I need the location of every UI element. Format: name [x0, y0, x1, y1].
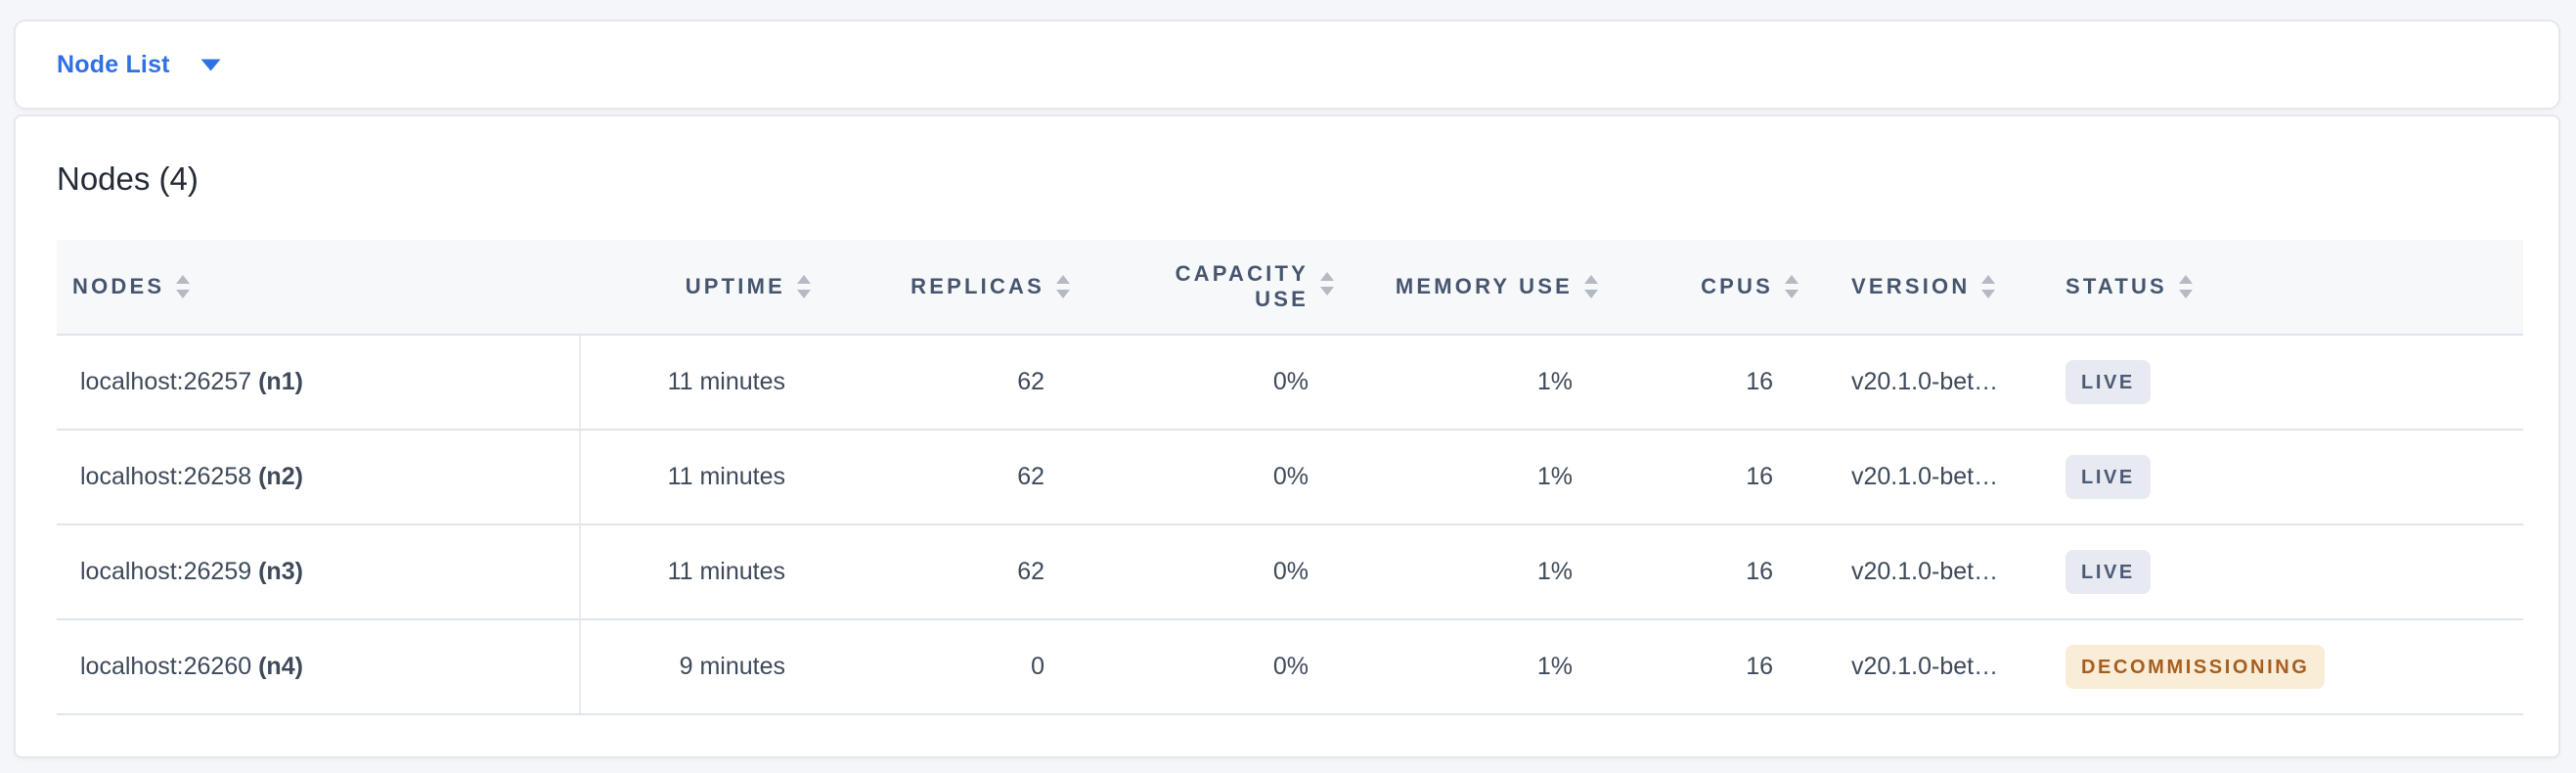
column-label: CPUS	[1701, 274, 1773, 298]
replicas-cell: 62	[828, 430, 1088, 525]
view-selector-bar: Node List	[14, 20, 2560, 110]
nodes-table: NODES UPTIME REPLICAS CAPACITY USE MEMORY US…	[57, 240, 2523, 715]
nodes-card: Nodes (4) NODES UPTIME REPLICAS CAPACITY US…	[14, 114, 2560, 758]
sort-icon[interactable]	[2177, 272, 2195, 301]
capacity-use-cell: 0%	[1088, 335, 1352, 431]
cpus-cell: 16	[1616, 619, 1816, 715]
replicas-cell: 62	[828, 335, 1088, 431]
table-row[interactable]: localhost:26260 (n4) 9 minutes 0 0% 1% 16 v20.…	[57, 619, 2523, 715]
sort-icon[interactable]	[1318, 269, 1336, 298]
view-selector-label: Node List	[57, 50, 170, 78]
cpus-cell: 16	[1616, 335, 1816, 431]
column-header-memory_use[interactable]: MEMORY USE	[1352, 240, 1616, 336]
column-label: STATUS	[2065, 274, 2167, 298]
uptime-cell: 9 minutes	[580, 619, 828, 715]
sort-icon[interactable]	[174, 272, 192, 301]
column-label: VERSION	[1851, 274, 1971, 298]
node-address[interactable]: localhost:26258	[80, 463, 252, 490]
node-address[interactable]: localhost:26257	[80, 368, 252, 395]
column-label: CAPACITY USE	[1175, 261, 1309, 311]
node-id: (n1)	[258, 368, 303, 395]
sort-icon[interactable]	[1783, 272, 1800, 301]
column-header-nodes[interactable]: NODES	[57, 240, 580, 336]
status-badge: LIVE	[2065, 550, 2151, 594]
memory-use-cell: 1%	[1352, 524, 1616, 620]
capacity-use-cell: 0%	[1088, 524, 1352, 620]
column-header-capacity_use[interactable]: CAPACITY USE	[1088, 240, 1352, 336]
column-header-uptime[interactable]: UPTIME	[580, 240, 828, 336]
page-title: Nodes (4)	[57, 160, 199, 197]
capacity-use-cell: 0%	[1088, 430, 1352, 525]
memory-use-cell: 1%	[1352, 335, 1616, 431]
column-label: NODES	[72, 274, 165, 298]
node-id: (n4)	[258, 653, 303, 680]
column-header-cpus[interactable]: CPUS	[1616, 240, 1816, 336]
replicas-cell: 62	[828, 524, 1088, 620]
node-id: (n2)	[258, 463, 303, 490]
view-selector-dropdown[interactable]: Node List	[57, 51, 222, 79]
replicas-cell: 0	[828, 619, 1088, 715]
uptime-cell: 11 minutes	[580, 335, 828, 431]
table-row[interactable]: localhost:26258 (n2) 11 minutes 62 0% 1% 16 v2…	[57, 430, 2523, 525]
cpus-cell: 16	[1616, 524, 1816, 620]
column-label: UPTIME	[685, 274, 785, 298]
sort-icon[interactable]	[1054, 272, 1072, 301]
table-row[interactable]: localhost:26259 (n3) 11 minutes 62 0% 1% 16 v2…	[57, 524, 2523, 620]
version-cell: v20.1.0-bet…	[1816, 619, 2026, 715]
node-address[interactable]: localhost:26260	[80, 653, 252, 680]
version-cell: v20.1.0-bet…	[1816, 430, 2026, 525]
status-badge: DECOMMISSIONING	[2065, 645, 2326, 689]
column-label: MEMORY USE	[1395, 274, 1573, 298]
uptime-cell: 11 minutes	[580, 430, 828, 525]
sort-icon[interactable]	[1979, 272, 1997, 301]
version-cell: v20.1.0-bet…	[1816, 335, 2026, 431]
status-badge: LIVE	[2065, 455, 2151, 499]
column-header-replicas[interactable]: REPLICAS	[828, 240, 1088, 336]
table-header-row: NODES UPTIME REPLICAS CAPACITY USE MEMORY US…	[57, 240, 2523, 336]
caret-down-icon	[200, 59, 221, 70]
column-label: REPLICAS	[910, 274, 1044, 298]
capacity-use-cell: 0%	[1088, 619, 1352, 715]
memory-use-cell: 1%	[1352, 619, 1616, 715]
uptime-cell: 11 minutes	[580, 524, 828, 620]
memory-use-cell: 1%	[1352, 430, 1616, 525]
status-badge: LIVE	[2065, 360, 2151, 404]
version-cell: v20.1.0-bet…	[1816, 524, 2026, 620]
column-header-status[interactable]: STATUS	[2026, 240, 2523, 336]
sort-icon[interactable]	[1582, 272, 1600, 301]
node-id: (n3)	[258, 558, 303, 585]
cpus-cell: 16	[1616, 430, 1816, 525]
column-header-version[interactable]: VERSION	[1816, 240, 2026, 336]
table-row[interactable]: localhost:26257 (n1) 11 minutes 62 0% 1% 16 v2…	[57, 335, 2523, 431]
node-address[interactable]: localhost:26259	[80, 558, 252, 585]
sort-icon[interactable]	[795, 272, 813, 301]
